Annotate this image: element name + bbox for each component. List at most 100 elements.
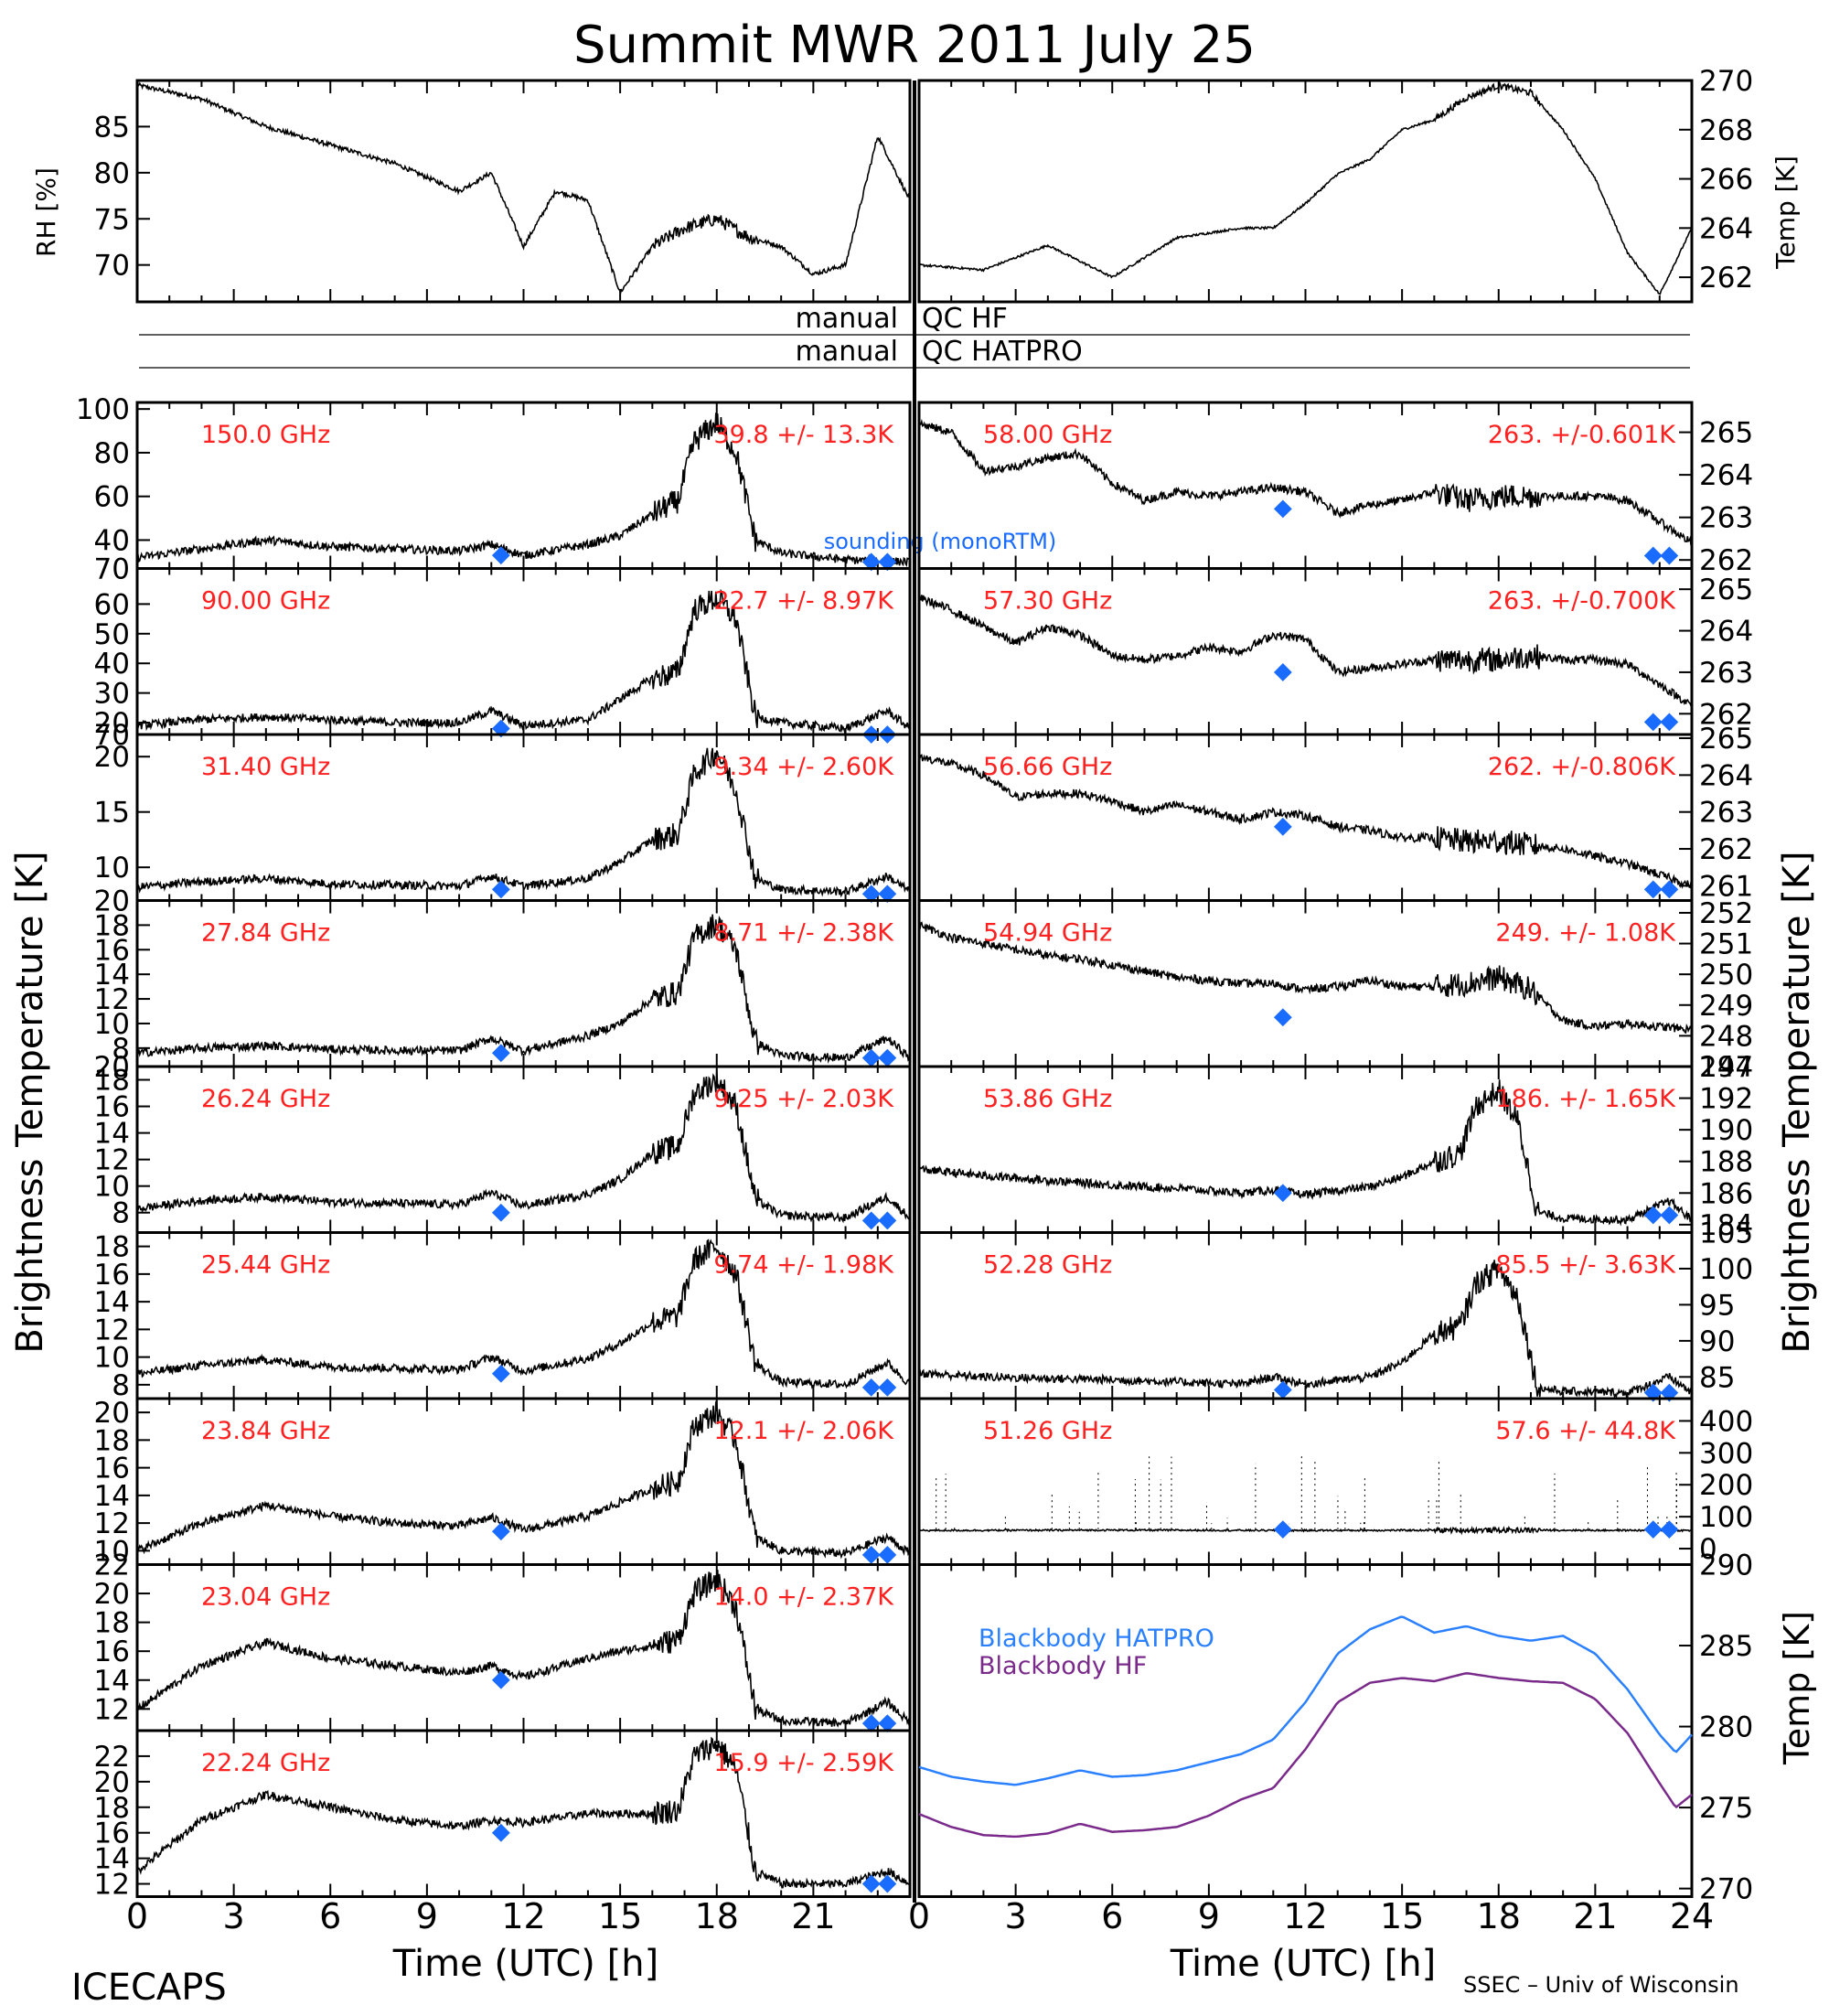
x-tick-label: 24 bbox=[1670, 1896, 1714, 1936]
channel-series-line bbox=[918, 1525, 1693, 1536]
qc-hf-right: QC HF bbox=[922, 303, 1008, 335]
channel-series-line bbox=[136, 1736, 911, 1890]
blackbody-axis-label: Temp [K] bbox=[1777, 1611, 1817, 1765]
y-tick-label: 263 bbox=[1699, 502, 1753, 535]
x-tick-label: 12 bbox=[1283, 1896, 1327, 1936]
channel-stats: 9.25 +/- 2.03K bbox=[713, 1085, 894, 1113]
qc-hf-left: manual bbox=[796, 303, 898, 335]
sounding-marker bbox=[878, 552, 897, 572]
y-tick-label: 18 bbox=[94, 1424, 130, 1457]
channel-stats: 14.0 +/- 2.37K bbox=[713, 1583, 894, 1612]
y-tick-label: 249 bbox=[1699, 990, 1753, 1023]
y-tick-label: 14 bbox=[94, 1118, 130, 1151]
y-tick-label: 30 bbox=[94, 678, 130, 711]
x-tick-label: 15 bbox=[598, 1896, 642, 1936]
x-tick-label: 3 bbox=[1005, 1896, 1027, 1936]
y-tick-label: 22 bbox=[94, 1741, 130, 1774]
y-tick-label: 20 bbox=[94, 1397, 130, 1430]
y-tick-label: 85 bbox=[94, 111, 130, 144]
y-tick-label: 20 bbox=[94, 1766, 130, 1799]
y-tick-label: 18 bbox=[94, 1607, 130, 1640]
x-tick-label: 9 bbox=[416, 1896, 438, 1936]
sounding-marker bbox=[491, 546, 510, 565]
y-tick-label: 262 bbox=[1699, 698, 1753, 731]
y-tick-label: 60 bbox=[94, 588, 130, 621]
channel-series-line bbox=[918, 1079, 1693, 1227]
y-tick-label: 100 bbox=[76, 393, 130, 426]
y-tick-label: 400 bbox=[1699, 1405, 1753, 1438]
sounding-marker bbox=[861, 1048, 881, 1067]
y-tick-label: 265 bbox=[1699, 723, 1753, 756]
channel-label: 52.28 GHz bbox=[983, 1251, 1112, 1280]
channel-stats: 22.7 +/- 8.97K bbox=[713, 587, 894, 616]
y-tick-label: 264 bbox=[1699, 459, 1753, 492]
y-tick-label: 16 bbox=[94, 1453, 130, 1485]
channel-stats: 249. +/- 1.08K bbox=[1495, 919, 1676, 948]
y-tick-label: 12 bbox=[94, 1693, 130, 1726]
channel-series-line bbox=[136, 1239, 911, 1389]
y-tick-label: 100 bbox=[1699, 1253, 1753, 1286]
sounding-marker bbox=[1643, 546, 1663, 565]
y-tick-label: 105 bbox=[1699, 1217, 1753, 1250]
channel-label: 23.84 GHz bbox=[201, 1417, 330, 1445]
temp-axis-label: Temp [K] bbox=[1770, 155, 1801, 270]
sounding-marker bbox=[861, 1211, 881, 1230]
y-tick-label: 12 bbox=[94, 1144, 130, 1177]
channel-stats: 262. +/-0.806K bbox=[1488, 753, 1676, 781]
channel-label: 23.04 GHz bbox=[201, 1583, 330, 1612]
y-tick-label: 285 bbox=[1699, 1630, 1753, 1663]
channel-series-line bbox=[136, 1398, 911, 1560]
y-tick-label: 14 bbox=[94, 1480, 130, 1513]
sounding-marker bbox=[1273, 1380, 1292, 1399]
channel-label: 150.0 GHz bbox=[201, 421, 330, 449]
y-tick-label: 268 bbox=[1699, 114, 1753, 147]
qc-hatpro-left: manual bbox=[796, 336, 898, 368]
y-tick-label: 16 bbox=[94, 1635, 130, 1668]
x-tick-label: 6 bbox=[1101, 1896, 1123, 1936]
y-tick-label: 261 bbox=[1699, 870, 1753, 903]
channel-series-line bbox=[918, 418, 1693, 546]
y-tick-label: 12 bbox=[94, 1869, 130, 1902]
channel-label: 54.94 GHz bbox=[983, 919, 1112, 948]
y-tick-label: 70 bbox=[94, 719, 130, 752]
blackbody-hatpro-line bbox=[918, 1615, 1693, 1786]
y-tick-label: 8 bbox=[112, 1197, 130, 1230]
sounding-marker bbox=[491, 719, 510, 738]
y-tick-label: 20 bbox=[94, 885, 130, 918]
y-tick-label: 263 bbox=[1699, 657, 1753, 690]
y-tick-label: 186 bbox=[1699, 1177, 1753, 1210]
y-tick-label: 14 bbox=[94, 1665, 130, 1698]
sounding-marker bbox=[491, 1203, 510, 1222]
x-tick-label: 6 bbox=[319, 1896, 341, 1936]
y-tick-label: 16 bbox=[94, 1818, 130, 1850]
sounding-marker bbox=[1273, 1520, 1292, 1539]
sounding-legend: sounding (monoRTM) bbox=[824, 529, 1057, 554]
y-tick-label: 251 bbox=[1699, 928, 1753, 961]
right-axis-label: Brightness Temperature [K] bbox=[1776, 851, 1818, 1353]
sounding-marker bbox=[861, 1874, 881, 1893]
sounding-marker bbox=[878, 1378, 897, 1397]
y-tick-label: 10 bbox=[94, 1535, 130, 1568]
y-tick-label: 280 bbox=[1699, 1711, 1753, 1744]
y-tick-label: 264 bbox=[1699, 759, 1753, 792]
sounding-marker bbox=[1660, 1206, 1679, 1225]
x-tick-label: 15 bbox=[1380, 1896, 1424, 1936]
channel-label: 53.86 GHz bbox=[983, 1085, 1112, 1113]
y-tick-label: 85 bbox=[1699, 1361, 1735, 1394]
x-tick-label: 21 bbox=[1573, 1896, 1617, 1936]
sounding-marker bbox=[1660, 1520, 1679, 1539]
sounding-marker bbox=[878, 1048, 897, 1067]
chart-marks: 7075808526226426626827040608010070150.0 … bbox=[76, 65, 1753, 1936]
channel-label: 57.30 GHz bbox=[983, 587, 1112, 616]
sounding-marker bbox=[1660, 546, 1679, 565]
y-tick-label: 188 bbox=[1699, 1146, 1753, 1179]
channel-series-line bbox=[918, 595, 1693, 708]
y-tick-label: 14 bbox=[94, 959, 130, 992]
rh-series-line bbox=[136, 81, 911, 295]
channel-stats: 263. +/-0.601K bbox=[1488, 421, 1676, 449]
sounding-marker bbox=[1643, 1206, 1663, 1225]
footer-icecaps: ICECAPS bbox=[71, 1967, 227, 2009]
x-tick-label: 0 bbox=[908, 1896, 930, 1936]
channel-series-line bbox=[136, 747, 911, 898]
y-tick-label: 262 bbox=[1699, 262, 1753, 295]
